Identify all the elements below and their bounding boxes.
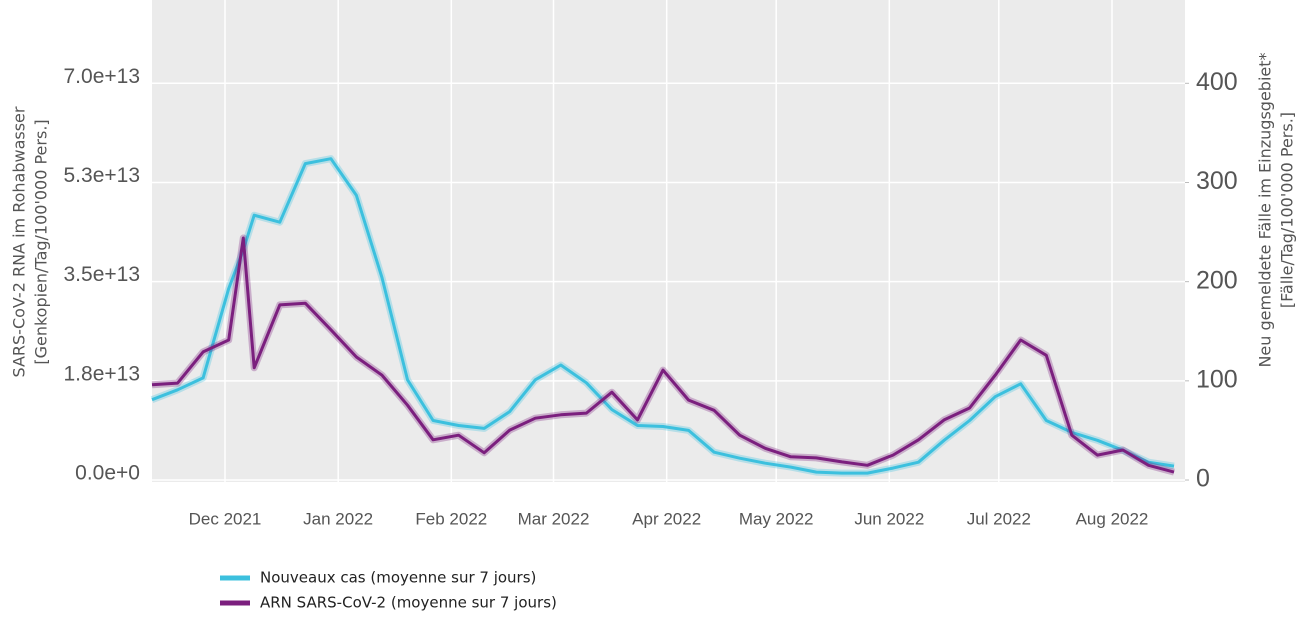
- plot-background: [152, 0, 1185, 482]
- x-tick-label: Apr 2022: [632, 509, 701, 528]
- x-tick-label: Mar 2022: [518, 509, 590, 528]
- y2-tick-label: 300: [1196, 167, 1238, 195]
- y2-tick-label: 200: [1196, 266, 1238, 294]
- x-tick-label: May 2022: [739, 509, 814, 528]
- x-tick-label: Feb 2022: [415, 509, 487, 528]
- y-tick-label: 7.0e+13: [64, 65, 141, 88]
- y-axis-title: [Genkopien/Tag/100'000 Pers.]: [32, 119, 51, 364]
- y-tick-label: 5.3e+13: [64, 164, 141, 187]
- legend-label: Nouveaux cas (moyenne sur 7 jours): [260, 569, 536, 587]
- legend-label: ARN SARS-CoV-2 (moyenne sur 7 jours): [260, 594, 557, 612]
- x-tick-label: Jun 2022: [854, 509, 924, 528]
- y-tick-label: 0.0e+0: [75, 462, 140, 485]
- y2-axis-title: Neu gemeldete Fälle im Einzugsgebiet*: [1256, 52, 1275, 367]
- y2-tick-label: 0: [1196, 465, 1210, 493]
- x-tick-label: Aug 2022: [1076, 509, 1149, 528]
- series-line: [151, 157, 1175, 475]
- y-tick-label: 3.5e+13: [64, 263, 141, 286]
- series-line: [151, 236, 1175, 474]
- x-tick-label: Jul 2022: [967, 509, 1031, 528]
- y2-tick-label: 400: [1196, 68, 1238, 96]
- y2-tick-label: 100: [1196, 365, 1238, 393]
- y-axis-title: SARS-CoV-2 RNA im Rohabwasser: [10, 106, 29, 377]
- y2-axis-title: [Fälle/Tag/100'000 Pers.]: [1278, 112, 1297, 308]
- y-tick-label: 1.8e+13: [64, 362, 141, 385]
- x-tick-label: Dec 2021: [189, 509, 262, 528]
- x-tick-label: Jan 2022: [303, 509, 373, 528]
